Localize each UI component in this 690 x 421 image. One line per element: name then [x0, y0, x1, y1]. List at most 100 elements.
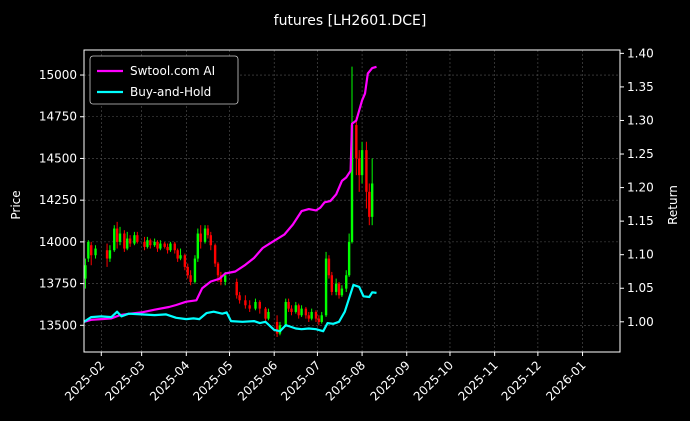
candle-body: [186, 266, 189, 276]
legend-label-1: Buy-and-Hold: [130, 85, 211, 99]
candle-body: [84, 265, 87, 279]
candle-body: [317, 318, 321, 322]
candle-body: [113, 228, 116, 251]
candle-body: [153, 241, 156, 246]
candle-body: [314, 311, 318, 319]
candle-body: [189, 275, 192, 282]
candle-body: [365, 150, 368, 192]
x-tick-label: 2025-05: [190, 358, 235, 403]
y-tick-label: 14750: [39, 110, 77, 124]
series-line-1: [83, 283, 377, 333]
candle-body: [133, 235, 136, 244]
candle-body: [345, 275, 348, 289]
y2-tick-label: 1.35: [627, 80, 654, 94]
candle-body: [213, 245, 217, 264]
candle-body: [300, 308, 303, 316]
candle-body: [199, 233, 202, 242]
y-tick-label: 14000: [39, 235, 77, 249]
plot-frame: [83, 49, 621, 353]
candle-body: [136, 235, 139, 242]
x-tick-label: 2025-10: [411, 358, 456, 403]
x-tick-label: 2025-03: [102, 358, 147, 403]
legend-label-0: Swtool.com AI: [130, 64, 215, 78]
candle-body: [258, 301, 261, 309]
x-tick-label: 2025-07: [278, 358, 323, 403]
candle-body: [297, 305, 300, 316]
candle-body: [179, 255, 182, 259]
candle-body: [238, 295, 241, 301]
candle-body: [304, 308, 308, 316]
candle-body: [118, 233, 122, 242]
candle-body: [115, 228, 119, 242]
candle-body: [108, 250, 112, 259]
candle-body: [163, 243, 166, 247]
y2-tick-label: 1.25: [627, 147, 654, 161]
candle-body: [360, 150, 364, 176]
candle-body: [358, 158, 361, 176]
candle-body: [235, 281, 238, 296]
candle-body: [166, 246, 169, 251]
candle-body: [90, 245, 93, 256]
price-candles: [84, 66, 374, 337]
y2-tick-label: 1.15: [627, 214, 654, 228]
candle-body: [267, 311, 270, 319]
candle-body: [334, 283, 338, 292]
candle-body: [368, 191, 371, 217]
candle-body: [216, 263, 220, 276]
candle-body: [264, 308, 267, 319]
candle-body: [123, 233, 126, 249]
candle-body: [370, 183, 374, 217]
candle-body: [355, 125, 358, 159]
y-tick-label: 13500: [39, 318, 77, 332]
candle-body: [337, 283, 341, 296]
candle-body: [149, 240, 152, 246]
y2-axis-title: Return: [666, 185, 680, 225]
candle-body: [128, 238, 132, 244]
candle-body: [193, 258, 197, 282]
legend: Swtool.com AI Buy-and-Hold: [89, 55, 239, 105]
legend-box: [89, 55, 239, 105]
series-lines: [83, 65, 377, 333]
candle-body: [87, 241, 90, 259]
y2-tick-label: 1.05: [627, 281, 654, 295]
candle-body: [248, 305, 251, 309]
candle-body: [159, 243, 162, 249]
y-axis-price: 13500 13750 14000 14250 14500 14750 15000: [39, 68, 84, 332]
candle-body: [176, 250, 179, 259]
chart-title: futures [LH2601.DCE]: [274, 13, 427, 29]
candle-body: [254, 301, 257, 309]
x-tick-label: 2025-04: [147, 358, 192, 403]
y-tick-label: 14500: [39, 151, 77, 165]
y-tick-label: 14250: [39, 193, 77, 207]
x-tick-label: 2025-09: [368, 358, 413, 403]
candle-body: [94, 248, 97, 256]
candle-body: [290, 308, 293, 312]
x-tick-label: 2025-08: [323, 358, 368, 403]
candle-body: [209, 235, 212, 246]
x-tick-label: 2026-01: [543, 358, 588, 403]
x-tick-label: 2025-06: [235, 358, 280, 403]
y2-tick-label: 1.40: [627, 46, 654, 60]
candle-body: [294, 305, 298, 312]
candle-body: [275, 321, 279, 334]
candle-body: [287, 301, 290, 309]
candle-body: [347, 241, 351, 276]
x-tick-label: 2025-11: [455, 358, 500, 403]
candle-body: [330, 275, 334, 292]
candle-body: [196, 233, 200, 259]
candle-body: [183, 255, 187, 267]
candle-body: [143, 241, 146, 247]
y2-tick-label: 1.30: [627, 113, 654, 127]
candle-body: [307, 315, 310, 319]
candle-body: [203, 228, 207, 242]
x-tick-label: 2025-02: [62, 358, 107, 403]
candle-body: [156, 241, 159, 249]
candle-body: [173, 243, 176, 251]
candle-body: [284, 301, 287, 326]
y2-tick-label: 1.00: [627, 315, 654, 329]
y2-tick-label: 1.10: [627, 248, 654, 262]
candle-body: [278, 325, 282, 334]
candle-body: [146, 240, 149, 247]
